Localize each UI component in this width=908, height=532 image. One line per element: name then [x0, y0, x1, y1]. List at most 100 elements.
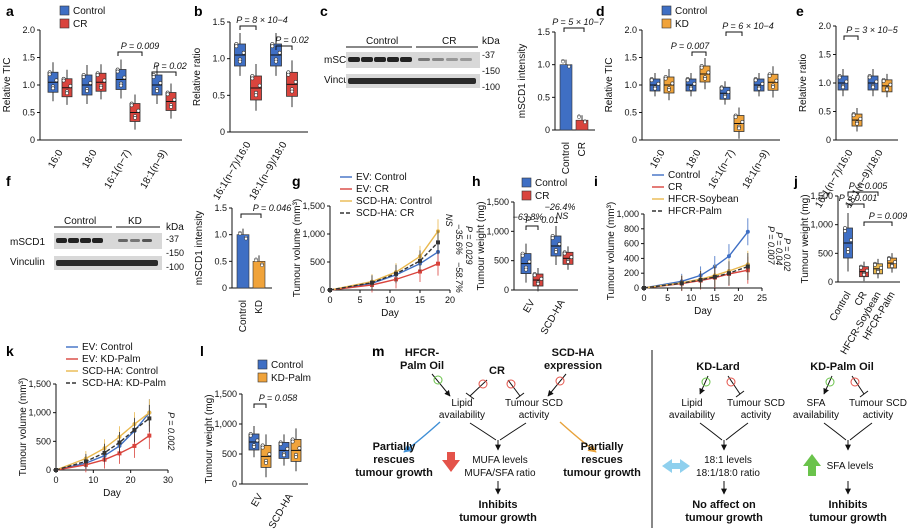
data-point	[569, 255, 574, 260]
data-point	[267, 452, 272, 457]
m-noaff: No affect on	[692, 499, 756, 511]
y-tick-label: 0	[828, 277, 833, 287]
data-point	[132, 443, 137, 448]
y-tick-label: 1.5	[212, 17, 225, 27]
data-point	[685, 78, 690, 83]
legend-label: Control	[675, 6, 707, 17]
data-point	[165, 92, 170, 97]
panel-label-g: g	[292, 173, 301, 189]
y-tick-label: 1.0	[212, 54, 225, 64]
data-point	[418, 258, 422, 263]
series-line	[55, 412, 150, 471]
y-axis-label: Tumour weight (mg)	[476, 201, 487, 290]
data-point	[843, 229, 847, 233]
y-axis-label: Tumour volume (mm³)	[18, 378, 29, 477]
sig-bracket	[253, 403, 267, 408]
blot-f-band	[56, 238, 67, 243]
y-tick-label: 1.0	[537, 60, 550, 70]
legend-swatch	[661, 5, 672, 16]
m-arrow	[823, 422, 847, 441]
y-tick-label: 500	[818, 248, 833, 258]
data-point	[760, 81, 765, 86]
y-tick-label: 0.5	[537, 92, 550, 102]
x-tick-label: 18:0	[684, 148, 703, 171]
data-point	[370, 280, 374, 285]
p-value: P = 0.058	[259, 393, 297, 403]
data-point	[147, 433, 152, 438]
p-value: P = 0.02	[275, 35, 308, 45]
y-tick-label: 1.0	[22, 80, 35, 90]
y-tick-label: 1,500	[486, 197, 509, 207]
data-point	[712, 274, 717, 279]
p-value: P = 0.009	[121, 41, 159, 51]
blot-c-band	[387, 57, 399, 62]
data-point	[726, 90, 731, 94]
data-point	[255, 438, 260, 443]
m-partial-left: Partially	[373, 441, 417, 453]
data-point	[642, 286, 646, 290]
data-point	[133, 116, 137, 120]
x-tick-label: 0	[327, 295, 332, 305]
y-tick-label: 0	[220, 127, 225, 137]
data-point	[656, 81, 661, 86]
y-tick-label: 2.0	[818, 21, 831, 31]
series-line	[643, 231, 749, 289]
data-point	[115, 69, 120, 74]
data-point	[653, 86, 657, 91]
data-point	[858, 116, 863, 121]
annotation: −26.4%	[545, 202, 576, 212]
m-tscd-2: activity	[519, 410, 550, 421]
m-plus-icon	[555, 376, 565, 386]
data-point	[536, 281, 540, 286]
data-point	[260, 263, 264, 268]
blot-f-band	[92, 238, 103, 243]
legend-label: SCD-HA: Control	[356, 196, 432, 207]
data-point	[726, 271, 731, 276]
data-point	[561, 59, 565, 64]
data-point	[723, 94, 727, 99]
data-point	[129, 103, 134, 108]
data-point	[234, 44, 239, 49]
panel-label-f: f	[6, 173, 11, 189]
sig-bracket	[847, 203, 865, 208]
blot-f-marker-100: -100	[166, 262, 184, 272]
panel-label-a: a	[6, 3, 14, 19]
y-tick-label: 0	[30, 135, 35, 145]
x-tick-label: 16:1(n−7)/16:0	[211, 140, 253, 202]
diagram-m: HFCR- Palm Oil CR SCD-HA expression Lipi…	[355, 347, 907, 528]
data-point	[155, 89, 159, 93]
data-point	[99, 85, 103, 90]
x-tick-label: 20	[126, 475, 136, 485]
legend-label: KD	[675, 19, 689, 30]
y-axis-label: Relative ratio	[192, 47, 203, 106]
p-value: P = 3 × 10−5	[846, 25, 898, 35]
annotation: NS	[444, 214, 454, 227]
m-hfcr-2: Palm Oil	[400, 360, 444, 372]
blot-c-membrane-1	[346, 52, 480, 68]
data-point	[524, 267, 528, 272]
data-point	[54, 78, 59, 83]
chart-a: 0 0.5 1.0 1.5 2.0 Relative TIC 16:0 18:0 16:1(n−…	[2, 5, 187, 191]
x-tick-label: 20	[445, 295, 455, 305]
x-tick-label: CR	[577, 142, 588, 156]
y-tick-label: 1.5	[624, 53, 637, 63]
series-line	[643, 263, 749, 289]
sig-bracket	[275, 45, 293, 50]
panel-label-j: j	[793, 173, 798, 189]
y-tick-label: 200	[624, 268, 639, 278]
m-partial-right: Partially	[581, 441, 625, 453]
blot-c-row-mscd1: mSCD1	[324, 55, 359, 66]
x-axis-label: Day	[694, 306, 712, 317]
blot-c-row-vinculin: Vinculin	[324, 75, 359, 86]
annotation: P = 0.029	[464, 226, 474, 264]
data-point	[238, 59, 242, 64]
sig-bracket	[239, 25, 257, 30]
data-point	[394, 271, 398, 276]
legend-swatch	[257, 359, 268, 370]
data-point	[692, 81, 697, 86]
data-point	[286, 72, 291, 77]
data-point	[726, 254, 731, 259]
data-point	[520, 253, 525, 258]
y-tick-label: 0.5	[22, 108, 35, 118]
sig-bracket	[563, 27, 585, 32]
